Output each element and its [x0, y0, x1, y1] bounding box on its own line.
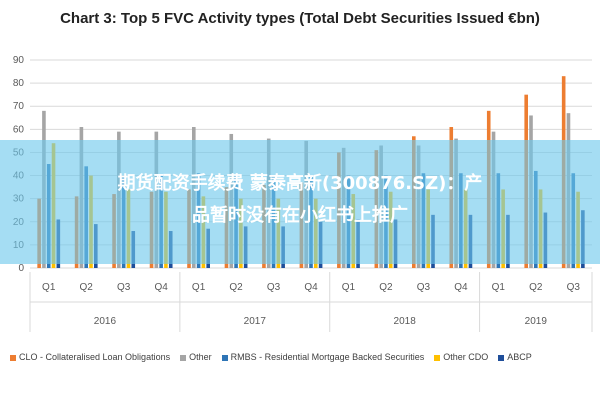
- promo-banner-line-2: 品暂时没有在小红书上推广: [192, 205, 408, 226]
- x-tick-label: Q3: [567, 282, 581, 293]
- legend-item: Other CDO: [434, 352, 488, 362]
- x-group-label: 2016: [94, 316, 117, 327]
- legend-item: RMBS - Residential Mortgage Backed Secur…: [221, 352, 425, 362]
- legend-label: Other: [189, 352, 212, 362]
- legend-swatch: [221, 354, 228, 361]
- x-tick-label: Q4: [454, 282, 468, 293]
- x-tick-label: Q2: [529, 282, 543, 293]
- x-tick-label: Q3: [267, 282, 281, 293]
- legend-swatch: [10, 354, 16, 361]
- legend-label: CLO - Collateralised Loan Obligations: [19, 352, 171, 362]
- legend-item: CLO - Collateralised Loan Obligations: [10, 352, 170, 362]
- chart-legend: CLO - Collateralised Loan Obligations Oth…: [10, 352, 595, 362]
- y-tick-label: 70: [13, 101, 25, 112]
- legend-swatch: [434, 354, 441, 361]
- y-tick-label: 90: [13, 55, 25, 66]
- x-tick-label: Q1: [492, 282, 506, 293]
- x-tick-label: Q4: [154, 282, 168, 293]
- x-group-label: 2017: [244, 316, 267, 327]
- x-group-label: 2018: [394, 316, 417, 327]
- x-tick-label: Q2: [379, 282, 393, 293]
- y-tick-label: 80: [13, 78, 25, 89]
- x-group-label: 2019: [525, 316, 548, 327]
- y-tick-label: 60: [13, 124, 25, 135]
- chart-title: Chart 3: Top 5 FVC Activity types (Total…: [60, 10, 540, 27]
- legend-item: ABCP: [498, 352, 532, 362]
- legend-item: Other: [180, 352, 212, 362]
- promo-banner: [0, 140, 600, 264]
- legend-swatch: [498, 354, 505, 361]
- legend-swatch: [180, 354, 187, 361]
- promo-banner-line-1: 期货配资手续费 蒙泰高新(300876.SZ)：产: [117, 173, 483, 194]
- promo-banner-text: 期货配资手续费 蒙泰高新(300876.SZ)：产 品暂时没有在小红书上推广: [0, 168, 600, 232]
- x-tick-label: Q2: [80, 282, 94, 293]
- legend-label: ABCP: [507, 352, 532, 362]
- x-tick-label: Q1: [342, 282, 356, 293]
- legend-label: RMBS - Residential Mortgage Backed Secur…: [230, 352, 425, 362]
- x-tick-label: Q2: [229, 282, 243, 293]
- x-tick-label: Q3: [417, 282, 431, 293]
- x-tick-label: Q4: [304, 282, 318, 293]
- y-tick-label: 0: [18, 263, 24, 274]
- x-tick-label: Q3: [117, 282, 131, 293]
- x-tick-label: Q1: [192, 282, 206, 293]
- legend-label: Other CDO: [443, 352, 489, 362]
- x-tick-label: Q1: [42, 282, 56, 293]
